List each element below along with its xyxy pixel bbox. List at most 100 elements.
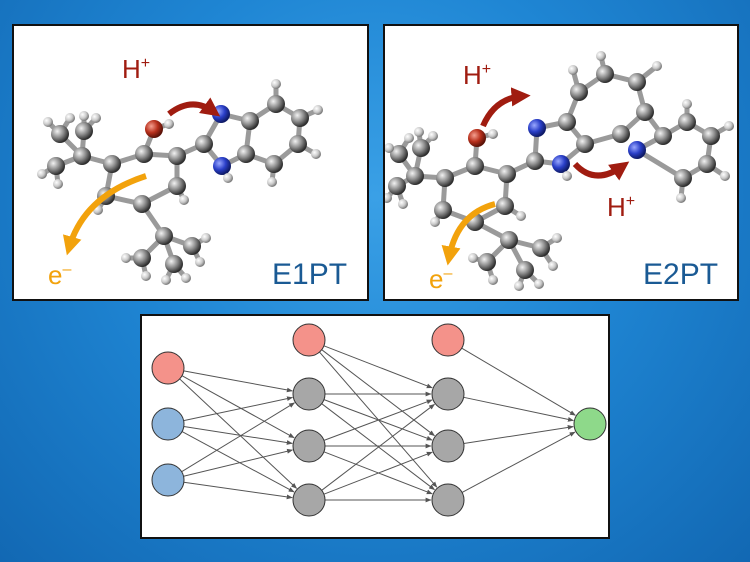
e1pt-panel: H+ e– E1PT: [12, 24, 369, 301]
hydrogen-atom: [195, 257, 205, 267]
network-edge: [183, 396, 293, 422]
e1pt-title: E1PT: [272, 258, 347, 291]
network-node-red: [431, 323, 465, 357]
hydrogen-atom: [488, 275, 498, 285]
carbon-atom: [75, 122, 93, 140]
e2pt-panel: H+ H+ e– E2PT: [383, 24, 739, 301]
hydrogen-atom: [164, 119, 174, 129]
hydrogen-atom: [385, 193, 392, 203]
carbon-atom: [466, 157, 484, 175]
network-edge: [179, 378, 298, 489]
hydrogen-atom: [552, 233, 562, 243]
hydrogen-atom: [223, 173, 233, 183]
hydrogen-atom: [428, 131, 438, 141]
hydrogen-atom: [313, 105, 323, 115]
carbon-atom: [241, 112, 259, 130]
network-node-blue: [151, 407, 185, 441]
hydrogen-atom: [398, 199, 408, 209]
hydrogen-atom: [53, 179, 63, 189]
carbon-atom: [498, 165, 516, 183]
nitrogen-atom: [528, 119, 546, 137]
carbon-atom: [570, 83, 588, 101]
carbon-atom: [265, 155, 283, 173]
hydrogen-atom: [468, 253, 478, 263]
carbon-atom: [678, 113, 696, 131]
network-edge: [321, 403, 435, 491]
hydrogen-atom: [311, 149, 321, 159]
network-edge: [183, 481, 293, 500]
e2pt-proton-label-1: H+: [463, 60, 491, 90]
hydrogen-atom: [548, 261, 558, 271]
network-edge: [181, 431, 295, 493]
network-edge: [323, 399, 433, 441]
e2pt-atoms: [385, 51, 734, 291]
carbon-atom: [478, 253, 496, 271]
e2pt-electron-arrow: [441, 201, 496, 266]
nitrogen-atom: [628, 141, 646, 159]
carbon-atom: [434, 201, 452, 219]
carbon-atom: [168, 177, 186, 195]
network-edge: [181, 375, 295, 439]
carbon-atom: [133, 195, 151, 213]
network-node-red: [151, 351, 185, 385]
hydrogen-atom: [430, 217, 440, 227]
carbon-atom: [291, 109, 309, 127]
network-edge: [323, 345, 433, 389]
neural-network-panel: [140, 314, 610, 539]
carbon-atom: [596, 65, 614, 83]
e1pt-electron-label: e–: [48, 260, 71, 290]
carbon-atom: [406, 167, 424, 185]
carbon-atom: [168, 147, 186, 165]
hydrogen-atom: [720, 171, 730, 181]
carbon-atom: [155, 227, 173, 245]
network-edge: [463, 425, 574, 445]
e2pt-electron-label: e–: [429, 264, 452, 294]
carbon-atom: [103, 155, 121, 173]
carbon-atom: [135, 145, 153, 163]
hydrogen-atom: [65, 113, 75, 123]
carbon-atom: [237, 145, 255, 163]
e2pt-molecule: H+ H+ e– E2PT: [385, 51, 734, 294]
carbon-atom: [532, 239, 550, 257]
hydrogen-atom: [724, 121, 734, 131]
carbon-atom: [558, 113, 576, 131]
carbon-atom: [73, 147, 91, 165]
hydrogen-atom: [141, 271, 151, 281]
network-node-red: [292, 323, 326, 357]
carbon-atom: [165, 255, 183, 273]
hydrogen-atom: [682, 99, 692, 109]
network-node-gray: [431, 429, 465, 463]
hydrogen-atom: [121, 253, 131, 263]
network-edge: [183, 370, 293, 393]
e1pt-proton-arrow: [167, 97, 221, 117]
network-node-gray: [292, 377, 326, 411]
hydrogen-atom: [37, 169, 47, 179]
e1pt-electron-arrow: [62, 173, 147, 256]
carbon-atom: [436, 169, 454, 187]
hydrogen-atom: [414, 127, 424, 137]
carbon-atom: [612, 125, 630, 143]
e2pt-proton-label-2: H+: [607, 192, 635, 222]
nitrogen-atom: [212, 105, 230, 123]
carbon-atom: [289, 135, 307, 153]
hydrogen-atom: [534, 279, 544, 289]
network-edge: [323, 451, 433, 495]
e2pt-proton-arrow-2: [572, 161, 630, 181]
e2pt-title: E2PT: [643, 258, 718, 291]
carbon-atom: [390, 145, 408, 163]
hydrogen-atom: [179, 195, 189, 205]
hydrogen-atom: [514, 281, 524, 291]
network-node-gray: [431, 483, 465, 517]
carbon-atom: [388, 177, 406, 195]
network-edge: [183, 425, 293, 445]
e1pt-molecule: H+ e– E1PT: [37, 54, 347, 291]
nitrogen-atom: [213, 157, 231, 175]
hydrogen-atom: [267, 177, 277, 187]
network-edge: [183, 448, 294, 477]
carbon-atom: [636, 103, 654, 121]
network-node-gray: [292, 483, 326, 517]
e1pt-proton-label: H+: [122, 54, 150, 84]
network-nodes: [151, 323, 607, 517]
carbon-atom: [412, 139, 430, 157]
network-node-green: [573, 407, 607, 441]
